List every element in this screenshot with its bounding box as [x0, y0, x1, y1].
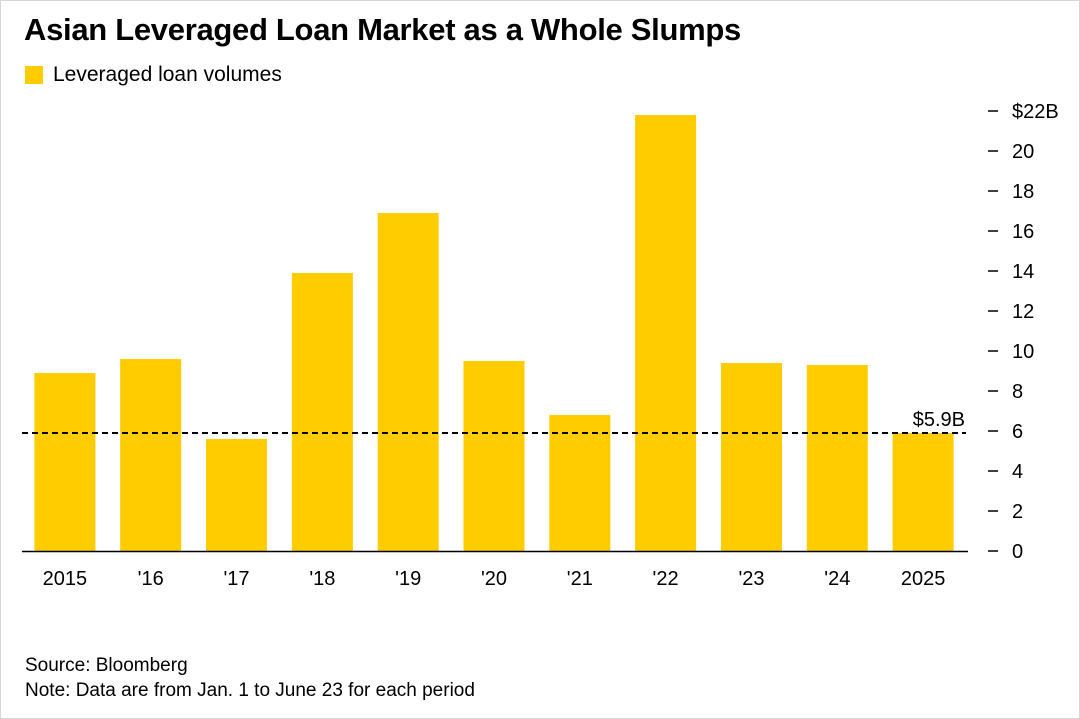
x-tick-label-2: '17 [223, 568, 249, 590]
y-tick-label-18: 18 [1012, 181, 1034, 203]
y-tick-label-16: 16 [1012, 221, 1034, 243]
bar-4 [377, 213, 439, 551]
bar-2 [206, 439, 267, 551]
y-tick-label-8: 8 [1012, 381, 1023, 403]
y-tick-label-2: 2 [1012, 501, 1023, 523]
x-tick-label-3: '18 [309, 568, 335, 590]
x-tick-label-10: 2025 [901, 568, 946, 590]
bar-10 [892, 433, 954, 551]
x-tick-label-1: '16 [138, 568, 164, 590]
y-tick-label-20: 20 [1012, 141, 1034, 163]
bar-3 [291, 273, 353, 551]
bar-1 [120, 359, 182, 551]
source-note: Source: Bloomberg [25, 655, 188, 676]
x-tick-label-6: '21 [567, 568, 593, 590]
y-tick-label-10: 10 [1012, 341, 1034, 363]
y-tick-label-12: 12 [1012, 301, 1034, 323]
x-tick-label-8: '23 [738, 568, 764, 590]
legend-label: Leveraged loan volumes [53, 63, 282, 86]
x-tick-label-5: '20 [481, 568, 507, 590]
x-tick-label-0: 2015 [43, 568, 88, 590]
y-tick-label-22: $22B [1012, 101, 1059, 123]
x-tick-label-4: '19 [395, 568, 421, 590]
bar-5 [463, 361, 525, 551]
bar-0 [34, 373, 96, 551]
bar-7 [635, 115, 697, 551]
bar-9 [806, 365, 868, 551]
chart-title: Asian Leveraged Loan Market as a Whole S… [24, 12, 741, 47]
legend-swatch [25, 66, 43, 84]
y-tick-label-6: 6 [1012, 421, 1023, 443]
reference-line-label: $5.9B [913, 409, 965, 431]
y-tick-label-4: 4 [1012, 461, 1023, 483]
bar-8 [721, 363, 782, 551]
x-tick-label-9: '24 [824, 568, 850, 590]
x-tick-label-7: '22 [653, 568, 679, 590]
bar-6 [549, 415, 611, 551]
y-tick-label-14: 14 [1012, 261, 1034, 283]
data-note: Note: Data are from Jan. 1 to June 23 fo… [25, 680, 475, 701]
legend: Leveraged loan volumes [25, 63, 282, 87]
y-tick-label-0: 0 [1012, 541, 1023, 563]
